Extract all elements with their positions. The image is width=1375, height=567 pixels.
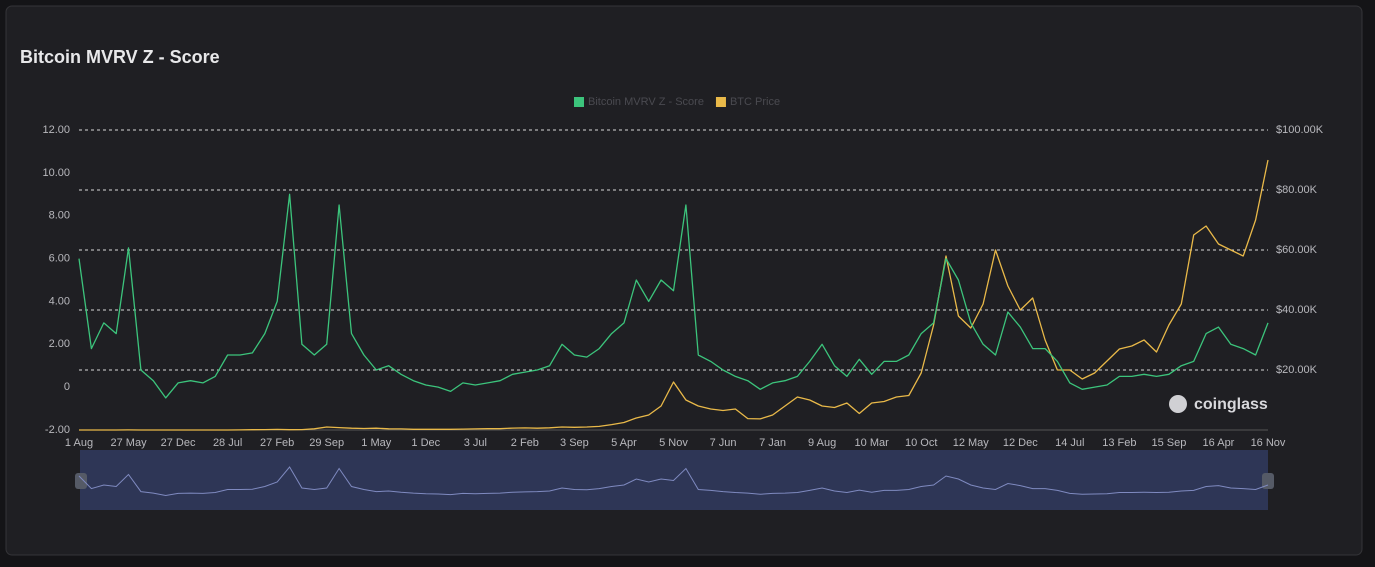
watermark-logo bbox=[1169, 395, 1187, 413]
x-tick-label: 5 Nov bbox=[659, 437, 688, 449]
x-tick-label: 3 Jul bbox=[464, 437, 487, 449]
series-line bbox=[79, 159, 1269, 431]
y-tick-label: 12.00 bbox=[42, 124, 70, 136]
x-tick-label: 12 Dec bbox=[1003, 437, 1038, 449]
y-tick-label: 6.00 bbox=[49, 252, 70, 264]
x-tick-label: 12 May bbox=[953, 437, 990, 449]
y2-tick-label: $100.00K bbox=[1276, 124, 1324, 136]
series-line bbox=[78, 193, 1269, 399]
y2-tick-label: $60.00K bbox=[1276, 244, 1318, 256]
x-tick-label: 16 Apr bbox=[1203, 437, 1235, 449]
x-tick-label: 9 Aug bbox=[808, 437, 836, 449]
x-tick-label: 28 Jul bbox=[213, 437, 242, 449]
y2-tick-label: $80.00K bbox=[1276, 184, 1318, 196]
x-tick-label: 10 Mar bbox=[855, 437, 890, 449]
navigator-handle[interactable] bbox=[1262, 473, 1274, 489]
x-tick-label: 10 Oct bbox=[905, 437, 937, 449]
legend-label[interactable]: Bitcoin MVRV Z - Score bbox=[588, 96, 704, 108]
x-tick-label: 1 Dec bbox=[411, 437, 440, 449]
y-tick-label: 8.00 bbox=[49, 210, 70, 222]
y2-tick-label: $20.00K bbox=[1276, 364, 1318, 376]
y-tick-label: 2.00 bbox=[49, 338, 70, 350]
x-tick-label: 3 Sep bbox=[560, 437, 589, 449]
panel bbox=[5, 5, 1363, 556]
x-tick-label: 7 Jan bbox=[759, 437, 786, 449]
x-tick-label: 27 May bbox=[111, 437, 148, 449]
x-tick-label: 16 Nov bbox=[1251, 437, 1286, 449]
legend-swatch[interactable] bbox=[715, 97, 726, 107]
x-tick-label: 27 Dec bbox=[161, 437, 196, 449]
x-tick-label: 7 Jun bbox=[710, 437, 737, 449]
y-tick-label: -2.00 bbox=[45, 424, 70, 436]
x-tick-label: 2 Feb bbox=[511, 437, 539, 449]
x-tick-label: 1 Aug bbox=[65, 437, 93, 449]
y-tick-label: 0 bbox=[64, 381, 70, 393]
legend-label[interactable]: BTC Price bbox=[730, 96, 780, 108]
x-tick-label: 29 Sep bbox=[309, 437, 344, 449]
y-tick-label: 4.00 bbox=[49, 295, 70, 307]
y-tick-label: 10.00 bbox=[42, 167, 70, 179]
x-tick-label: 14 Jul bbox=[1055, 437, 1084, 449]
y2-tick-label: $40.00K bbox=[1276, 304, 1318, 316]
navigator-line bbox=[78, 466, 1269, 497]
legend-swatch[interactable] bbox=[574, 97, 584, 107]
x-tick-label: 13 Feb bbox=[1102, 437, 1136, 449]
x-tick-label: 15 Sep bbox=[1151, 437, 1186, 449]
x-tick-label: 1 May bbox=[361, 437, 391, 449]
chart-title: Bitcoin MVRV Z - Score bbox=[20, 47, 220, 67]
x-tick-label: 27 Feb bbox=[260, 437, 294, 449]
watermark: coinglass bbox=[1194, 396, 1268, 413]
x-tick-label: 5 Apr bbox=[611, 437, 637, 449]
navigator-handle[interactable] bbox=[75, 473, 87, 489]
